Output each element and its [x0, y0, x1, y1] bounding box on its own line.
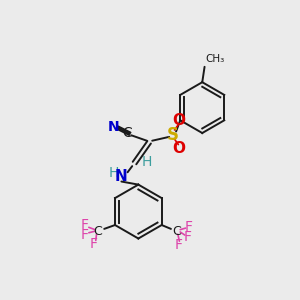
- Text: S: S: [167, 126, 179, 144]
- Text: F: F: [184, 220, 193, 234]
- Text: F: F: [80, 228, 88, 242]
- Text: F: F: [184, 230, 192, 244]
- Text: C: C: [173, 225, 182, 238]
- Text: N: N: [108, 120, 119, 134]
- Text: F: F: [89, 237, 98, 251]
- Text: N: N: [115, 169, 128, 184]
- Text: C: C: [123, 126, 132, 140]
- Text: H: H: [142, 154, 152, 169]
- Text: CH₃: CH₃: [205, 55, 225, 64]
- Text: O: O: [173, 141, 186, 156]
- Text: C: C: [94, 225, 102, 238]
- Text: H: H: [109, 166, 119, 180]
- Text: F: F: [80, 218, 88, 232]
- Text: F: F: [175, 238, 183, 252]
- Text: O: O: [173, 113, 186, 128]
